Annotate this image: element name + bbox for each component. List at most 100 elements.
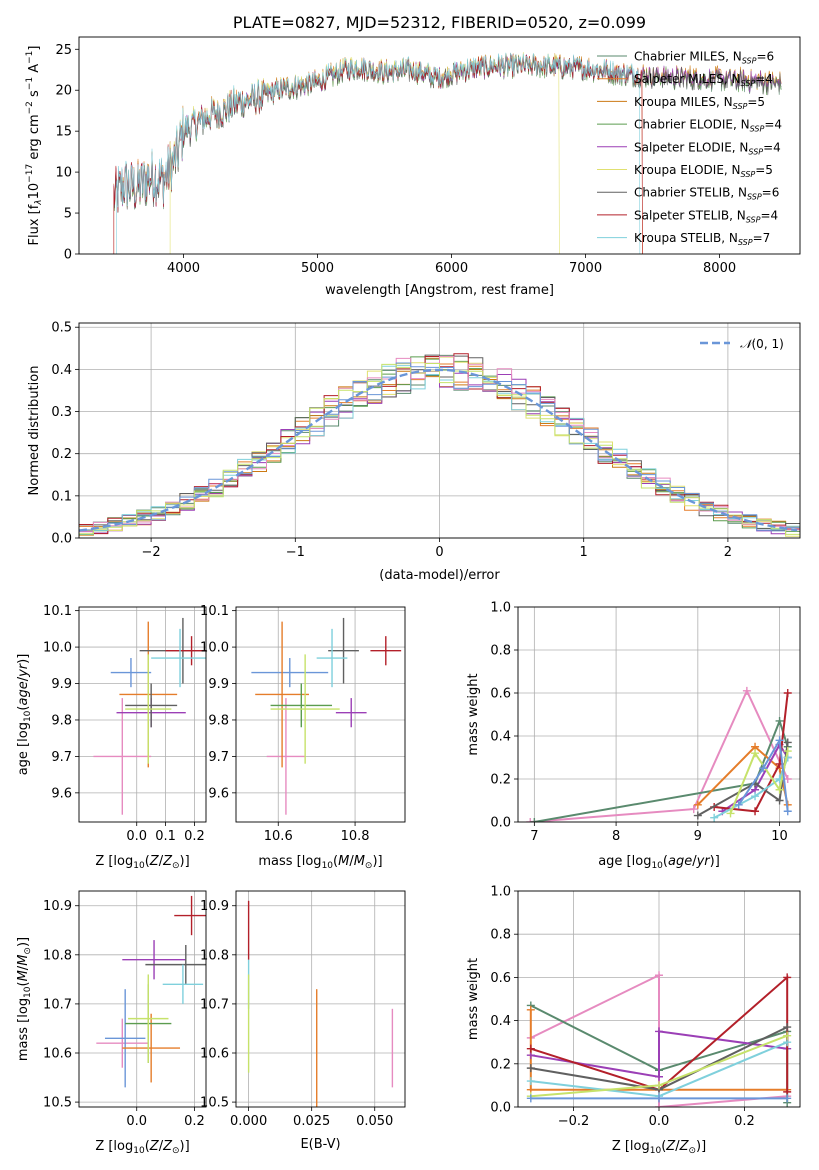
y-tick-label: 0.0 <box>490 816 511 831</box>
y-tick-label: 0.0 <box>490 1101 511 1116</box>
series-line <box>116 52 641 254</box>
legend-label: Salpeter STELIB, NSSP=4 <box>634 208 778 224</box>
x-axis-label: (data-model)/error <box>379 568 500 583</box>
x-tick-label: 6000 <box>435 261 468 276</box>
y-tick-label: 0.4 <box>490 1014 511 1029</box>
point-marker <box>693 811 702 820</box>
plot-content <box>247 900 394 1107</box>
x-tick-label: 7 <box>530 829 538 844</box>
point-marker <box>775 736 784 745</box>
errorbar-point <box>370 636 402 666</box>
panel-mass_vs_ebv: 0.000 0.025 0.050 10.5 10.6 10.7 10.8 10.9 E(B-V… <box>200 890 406 1152</box>
point-marker <box>693 800 702 809</box>
y-tick-label: 1.0 <box>490 885 511 900</box>
x-tick-label: 0.2 <box>734 1114 755 1129</box>
y-tick-label: 0.4 <box>490 730 511 745</box>
x-tick-label: 10 <box>771 829 788 844</box>
point-marker <box>655 1103 663 1107</box>
point-marker <box>783 1023 792 1032</box>
plot-area <box>236 607 405 822</box>
x-tick-label: 4000 <box>167 261 200 276</box>
y-tick-label: 10.7 <box>200 997 229 1012</box>
axis-label: Z [log10(Z/Z⊙)] <box>612 1139 706 1156</box>
y-tick-label: 10.8 <box>43 948 72 963</box>
grid <box>236 607 405 822</box>
y-tick-label: 0.3 <box>51 405 72 420</box>
point-marker <box>783 1094 792 1103</box>
x-tick-label: 0.0 <box>126 829 147 844</box>
weight-series <box>734 736 792 816</box>
x-tick-label: 8 <box>612 829 620 844</box>
y-tick-label: 9.7 <box>51 750 72 765</box>
x-tick-label: 5000 <box>301 261 334 276</box>
histogram-series <box>79 363 800 538</box>
panel-weight_vs_Z: −0.2 0.0 0.2 0.0 0.2 0.4 0.6 0.8 1.0 Z [log10(Z/Z… <box>466 885 801 1156</box>
y-tick-label: 0.8 <box>490 928 511 943</box>
y-tick-label: 10.9 <box>43 899 72 914</box>
series-line <box>697 745 789 806</box>
point-marker <box>526 1005 535 1014</box>
axis-label: Z [log10(Z/Z⊙)] <box>95 854 189 871</box>
legend-label: Salpeter ELODIE, NSSP=4 <box>634 140 781 156</box>
y-tick-label: 9.8 <box>208 713 229 728</box>
legend-label: Chabrier STELIB, NSSP=6 <box>634 186 779 202</box>
axis-label: Z [log10(Z/Z⊙)] <box>95 1139 189 1156</box>
point-marker <box>751 792 760 801</box>
panel-weight_vs_age: 7 8 9 10 0.0 0.2 0.4 0.6 0.8 1.0 age [log10(age/yr… <box>466 601 801 871</box>
x-tick-label: 0.0 <box>126 1114 147 1129</box>
plot-area <box>518 607 800 822</box>
axes-frame <box>78 606 207 823</box>
errorbar-point <box>93 698 152 815</box>
axis-label: age [log10(age/yr)] <box>598 854 720 871</box>
y-tick-label: 1.0 <box>490 601 511 616</box>
y-tick-label: 10.0 <box>43 641 72 656</box>
errorbar-point <box>128 974 169 1063</box>
legend-label: 𝒩(0, 1) <box>740 337 784 351</box>
y-tick-label: 10.6 <box>43 1047 72 1062</box>
x-tick-label: 0.025 <box>293 1114 330 1129</box>
plot-area <box>79 607 206 822</box>
errorbar-point <box>328 617 359 684</box>
axes-frame <box>235 890 406 1108</box>
y-tick-label: 15 <box>55 125 72 140</box>
axis-label: mass [log10(M/M⊙)] <box>258 854 382 871</box>
point-marker <box>783 973 792 982</box>
errorbar-point <box>96 1018 149 1068</box>
axes-frame <box>78 890 207 1108</box>
y-tick-label: 0.2 <box>51 447 72 462</box>
point-marker <box>655 1081 663 1090</box>
normal-curve <box>79 368 798 532</box>
series-line <box>737 737 789 812</box>
x-tick-label: 2 <box>724 545 732 560</box>
point-marker <box>751 749 760 758</box>
point-marker <box>783 775 792 783</box>
y-tick-label: 9.6 <box>208 786 229 801</box>
point-marker <box>751 807 760 816</box>
errorbar-point <box>266 698 306 815</box>
panel-spectrum: 4000 5000 6000 7000 8000 0 5 10 15 20 25 PLATE=0827… <box>25 13 801 298</box>
point-marker <box>775 796 784 805</box>
axis-label: mass [log10(M/M⊙)] <box>16 937 33 1061</box>
weight-series <box>526 1094 792 1103</box>
weight-series <box>526 686 792 822</box>
panel-residuals: −2 −1 0 1 2 0.0 0.1 0.2 0.3 0.4 0.5 (data-model)/er… <box>27 321 801 583</box>
y-tick-label: 9.9 <box>51 677 72 692</box>
point-marker <box>526 1044 535 1053</box>
y-tick-label: 10.5 <box>200 1096 229 1111</box>
point-marker <box>742 686 751 695</box>
y-tick-label: 9.9 <box>208 677 229 692</box>
errorbar-point <box>174 895 206 936</box>
y-tick-label: 10.1 <box>200 604 229 619</box>
y-tick-label: 0.5 <box>51 321 72 336</box>
x-tick-label: −2 <box>142 545 161 560</box>
errorbar-point <box>165 636 206 666</box>
panel-mass_vs_Z: 0.0 0.2 10.5 10.6 10.7 10.8 10.9 Z [log10(Z/Z⊙)… <box>16 890 207 1156</box>
legend: 𝒩(0, 1) <box>700 337 784 351</box>
point-marker <box>526 818 535 822</box>
x-tick-label: −0.2 <box>558 1114 590 1129</box>
point-marker <box>783 747 792 756</box>
y-tick-label: 10.1 <box>43 604 72 619</box>
point-marker <box>783 689 792 697</box>
legend: Chabrier MILES, NSSP=6 Salpeter MILES, NS… <box>597 50 782 247</box>
axes-frame <box>78 322 801 539</box>
